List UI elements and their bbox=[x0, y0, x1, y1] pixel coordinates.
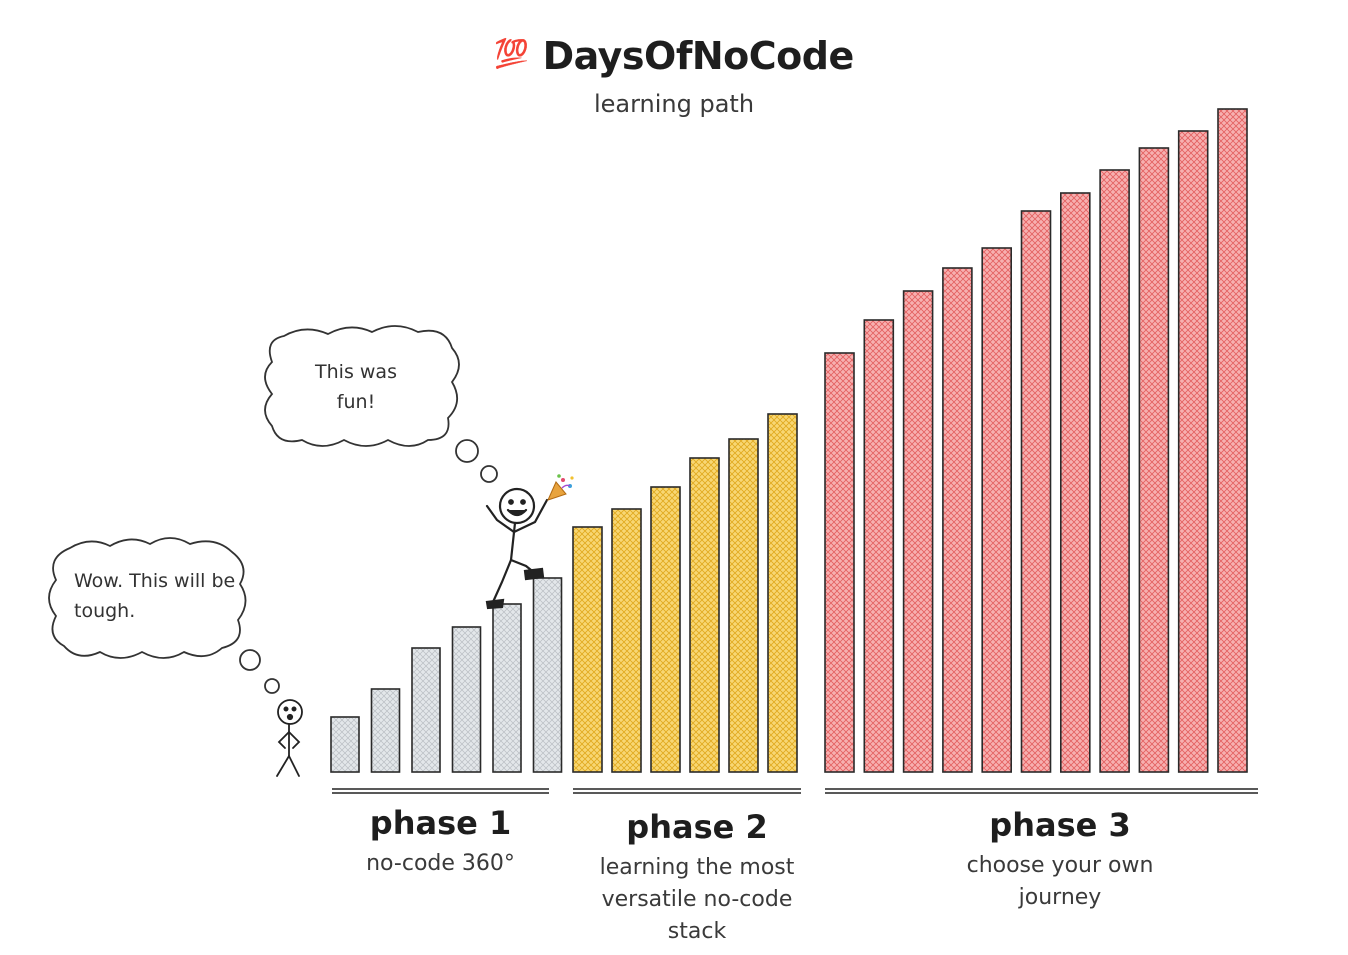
phase-baselines bbox=[332, 788, 1258, 794]
phase-1-bar-6 bbox=[532, 577, 563, 773]
party-popper-icon bbox=[547, 474, 574, 501]
phase-3-bar-5 bbox=[981, 247, 1013, 773]
happy-stick-figure bbox=[485, 487, 549, 610]
diagram-header: 💯 DaysOfNoCode learning path bbox=[0, 34, 1348, 118]
hundred-points-icon: 💯 bbox=[494, 37, 529, 70]
thought-bubble-top bbox=[264, 325, 498, 483]
phase-3-bar-7 bbox=[1060, 192, 1091, 773]
phase-2-bar-3 bbox=[650, 486, 681, 773]
thought-bubble-start bbox=[48, 537, 280, 694]
phase-3-bar-2 bbox=[863, 319, 895, 773]
phase-3-title: phase 3 bbox=[989, 806, 1131, 844]
phase-2-title: phase 2 bbox=[626, 808, 768, 846]
phase-1-bar-1 bbox=[330, 716, 360, 773]
phase-3-bar-9 bbox=[1138, 147, 1170, 773]
phase-2-bar-6 bbox=[767, 413, 798, 773]
phase-3-bar-10 bbox=[1177, 130, 1209, 773]
page-subtitle: learning path bbox=[593, 90, 755, 118]
phase-3-bar-3 bbox=[902, 290, 934, 773]
phase-3-bar-1 bbox=[824, 352, 855, 773]
title-text: DaysOfNoCode bbox=[542, 34, 855, 78]
phase-1-caption: phase 1 no-code 360° bbox=[332, 804, 549, 880]
phase-1-bar-2 bbox=[370, 688, 401, 773]
worried-stick-figure bbox=[276, 699, 303, 777]
phase-3-description: choose your own journey bbox=[966, 853, 1154, 910]
phase-1-bar-4 bbox=[451, 626, 482, 773]
thought-text-start: Wow. This will be tough. bbox=[74, 570, 236, 622]
phase-3-bar-11 bbox=[1217, 108, 1248, 773]
step-bars bbox=[330, 108, 1248, 773]
phase-2-bar-2 bbox=[611, 508, 642, 773]
phase-1-bar-5 bbox=[492, 603, 522, 773]
phase-2-bar-1 bbox=[572, 526, 603, 773]
phase-3-bar-6 bbox=[1020, 210, 1052, 773]
phase-3-bar-4 bbox=[942, 267, 973, 773]
page-title: 💯 DaysOfNoCode bbox=[0, 34, 1348, 78]
phase-1-description: no-code 360° bbox=[366, 851, 515, 876]
phase-2-caption: phase 2 learning the most versatile no-c… bbox=[582, 808, 812, 948]
thought-text-top: This was fun! bbox=[315, 361, 397, 413]
phase-3-bar-8 bbox=[1099, 169, 1130, 773]
phase-3-caption: phase 3 choose your own journey bbox=[965, 806, 1155, 914]
phase-2-bar-5 bbox=[728, 438, 759, 773]
phase-2-description: learning the most versatile no-code stac… bbox=[599, 855, 795, 944]
phase-1-bar-3 bbox=[411, 647, 441, 773]
phase-1-title: phase 1 bbox=[369, 804, 512, 842]
phase-2-bar-4 bbox=[689, 457, 720, 773]
